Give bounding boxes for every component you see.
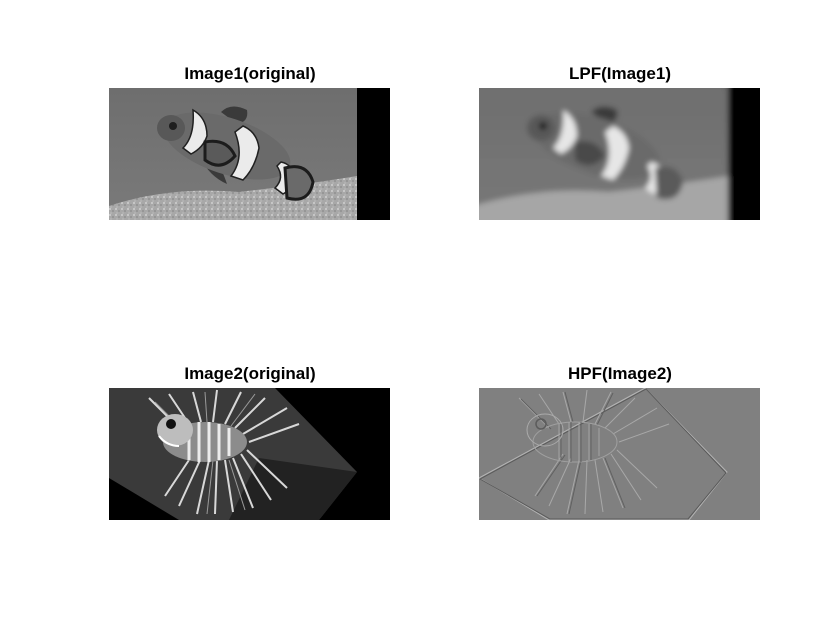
- lpf-image1-blurred-clownfish: [479, 88, 760, 220]
- panel-title-lpf-image1: LPF(Image1): [568, 64, 672, 83]
- panel-title-hpf-image2: HPF(Image2): [568, 364, 672, 383]
- panel-title-image2-original: Image2(original): [184, 364, 316, 383]
- hpf-image2-edge-lionfish: [479, 388, 760, 520]
- image1-original-clownfish: [109, 88, 390, 220]
- panel-title-image1-original: Image1(original): [184, 64, 316, 83]
- image2-original-lionfish: [109, 388, 390, 520]
